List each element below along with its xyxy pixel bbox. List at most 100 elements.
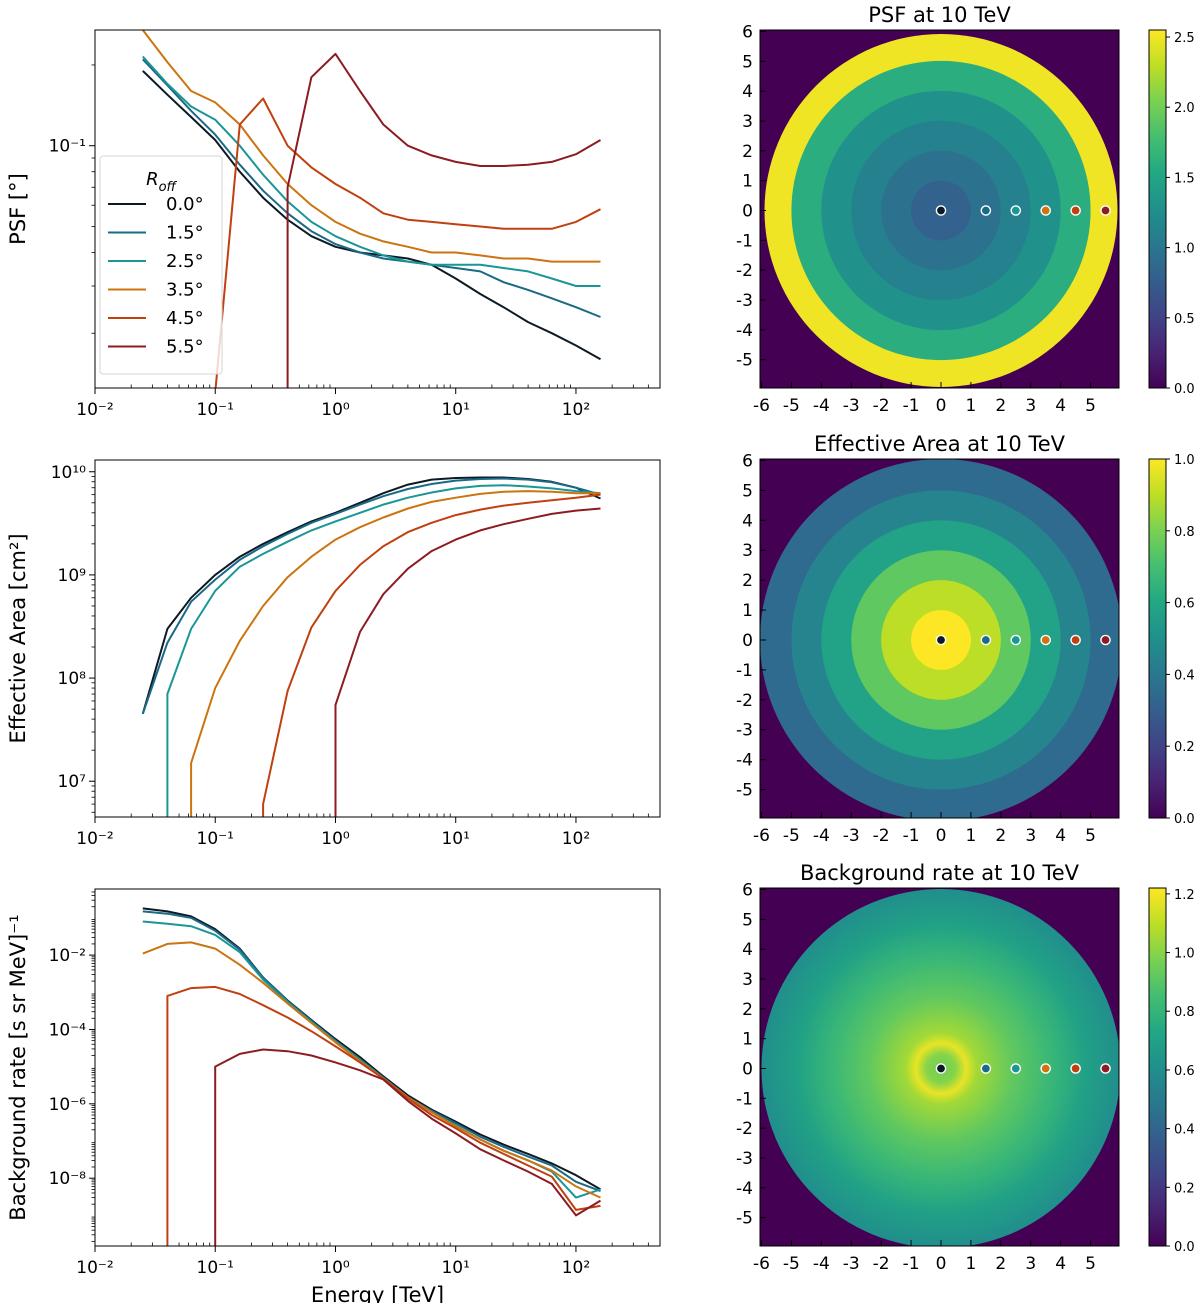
colorbar-tick-label: 0.2	[1174, 740, 1195, 755]
y-tick-label: 3	[742, 970, 753, 990]
x-axis-label: Energy [TeV]	[311, 1283, 444, 1303]
y-tick-label: 6	[742, 451, 753, 471]
axes-frame	[94, 459, 661, 818]
x-tick-label: 3	[1025, 396, 1036, 416]
x-tick-label: 2	[995, 826, 1006, 846]
x-tick-label: -4	[813, 396, 830, 416]
colorbar-tick-label: 1.0	[1174, 453, 1195, 468]
y-tick-label: 1	[742, 172, 753, 192]
y-tick-label: 0	[742, 631, 753, 651]
y-tick-label: 10⁻⁴	[49, 1020, 87, 1040]
legend-title-sub: off	[159, 180, 178, 195]
axes-frame	[759, 29, 1120, 389]
y-tick-label: 0	[742, 1059, 753, 1079]
y-tick-label: 3	[742, 112, 753, 132]
x-tick-label: 0	[936, 826, 947, 846]
legend-label: 5.5°	[166, 337, 204, 358]
colorbar-tick-label: 1.2	[1174, 888, 1195, 903]
y-tick-label: 10⁻¹	[49, 137, 86, 157]
x-tick-label: 10⁻¹	[197, 1258, 234, 1278]
x-tick-label: 10⁻²	[76, 400, 113, 420]
x-tick-label: -3	[843, 396, 860, 416]
series-line-4.5deg	[214, 97, 601, 388]
series-line-3.5deg	[142, 30, 601, 263]
y-tick-label: -4	[736, 1179, 753, 1199]
position-marker	[1010, 205, 1022, 216]
colorbar	[1148, 458, 1167, 819]
colorbar-tick-label: 0.0	[1174, 382, 1195, 397]
x-tick-label: 10⁰	[321, 829, 350, 849]
series-line-2.5deg	[142, 55, 601, 287]
y-axis-label: PSF [°]	[6, 173, 30, 245]
y-tick-label: -1	[736, 231, 753, 251]
position-marker	[1010, 634, 1022, 646]
colorbar-tick-label: 0.5	[1174, 312, 1195, 327]
colorbar-tick-label: 1.5	[1174, 171, 1195, 186]
y-tick-label: 10⁻⁸	[49, 1169, 87, 1189]
series-line-0.0deg	[142, 907, 602, 1191]
position-marker	[1040, 1063, 1052, 1074]
y-tick-label: -5	[736, 781, 753, 801]
position-marker	[980, 1063, 992, 1074]
position-marker	[1010, 1063, 1022, 1074]
position-marker	[980, 634, 992, 646]
colorbar-tick-label: 2.5	[1174, 31, 1195, 46]
legend-title: Roff	[146, 169, 177, 195]
x-tick-label: -1	[903, 1254, 920, 1274]
x-tick-label: 5	[1085, 1254, 1096, 1274]
axes-frame	[759, 887, 1120, 1247]
panel-aeffmap: -6 -5 -4 -3 -2 -1 0 1 2 3 4 56543210-1-2-3-4-5Effec…	[736, 432, 1195, 846]
y-tick-label: -5	[736, 351, 753, 371]
panel-title: Background rate at 10 TeV	[800, 861, 1080, 885]
x-tick-label: 3	[1025, 826, 1036, 846]
y-tick-label: 10⁹	[58, 566, 87, 586]
y-tick-label: 4	[742, 511, 753, 531]
x-tick-label: 4	[1055, 396, 1066, 416]
y-tick-label: 6	[742, 880, 753, 900]
y-tick-label: 10⁸	[58, 669, 87, 689]
y-tick-label: -4	[736, 751, 753, 771]
colorbar-tick-label: 1.0	[1174, 947, 1195, 962]
x-tick-label: 5	[1085, 396, 1096, 416]
x-tick-label: -5	[783, 826, 800, 846]
y-tick-label: 1	[742, 1030, 753, 1050]
series-line-4.5deg	[262, 493, 601, 817]
y-tick-label: 4	[742, 940, 753, 960]
x-tick-label: -4	[813, 1254, 830, 1274]
legend-box	[99, 155, 223, 375]
x-tick-label: 0	[936, 396, 947, 416]
y-tick-label: 3	[742, 541, 753, 561]
x-tick-label: -2	[873, 826, 890, 846]
x-tick-label: 10²	[562, 829, 590, 849]
y-tick-label: 10⁷	[58, 772, 87, 792]
x-tick-label: 10⁻¹	[197, 400, 234, 420]
colorbar-tick-label: 0.8	[1174, 525, 1195, 540]
x-tick-label: 10⁰	[321, 400, 350, 420]
y-tick-label: -4	[736, 321, 753, 341]
x-tick-label: 10¹	[441, 829, 469, 849]
colorbar-tick-label: 0.6	[1174, 597, 1195, 612]
colorbar-tick-label: 0.4	[1174, 1123, 1195, 1138]
x-tick-label: -2	[873, 396, 890, 416]
x-tick-label: 4	[1055, 1254, 1066, 1274]
x-tick-label: 10⁻¹	[197, 829, 234, 849]
colorbar-tick-label: 0.4	[1174, 668, 1195, 683]
colorbar-tick-label: 0.6	[1174, 1064, 1195, 1079]
series-line-5.5deg	[214, 1048, 602, 1246]
x-tick-label: -6	[753, 1254, 770, 1274]
series-line-5.5deg	[286, 52, 602, 388]
y-tick-label: 2	[742, 571, 753, 591]
series-line-3.5deg	[190, 490, 601, 817]
y-tick-label: -2	[736, 691, 753, 711]
legend-label: 2.5°	[166, 251, 204, 272]
x-tick-label: -6	[753, 826, 770, 846]
y-tick-label: 5	[742, 910, 753, 930]
y-tick-label: 5	[742, 52, 753, 72]
position-marker	[935, 1063, 947, 1074]
x-tick-label: -5	[783, 396, 800, 416]
y-tick-label: 5	[742, 481, 753, 501]
y-tick-label: -5	[736, 1209, 753, 1229]
x-tick-label: 10²	[562, 400, 590, 420]
